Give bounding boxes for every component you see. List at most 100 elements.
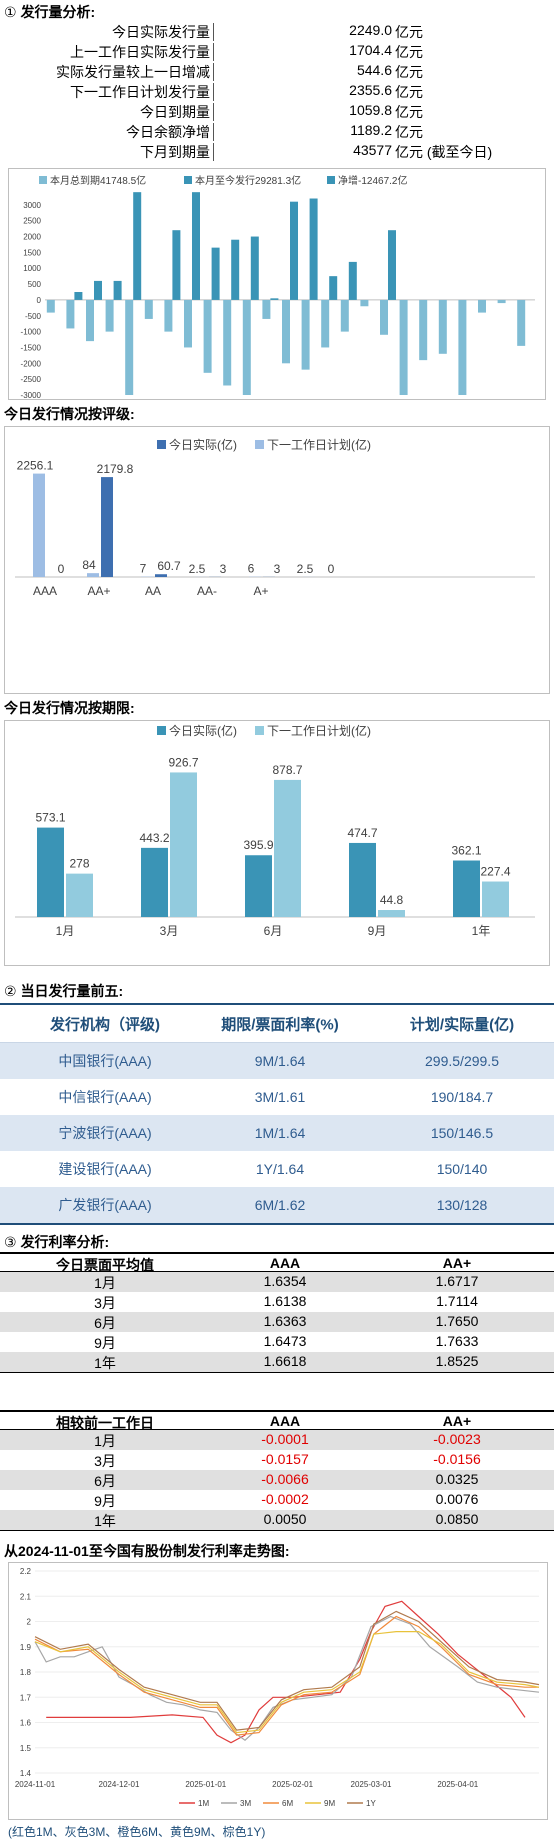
summary-row: 下月到期量 43577 亿元 (截至今日) — [0, 142, 554, 162]
plan-value-label: 7 — [140, 562, 147, 576]
maturity-bar — [340, 299, 349, 332]
term-cell: 3月 — [94, 1453, 116, 1469]
issuer-cell: 建设银行(AAA) — [58, 1161, 152, 1177]
maturity-bar — [203, 299, 212, 373]
summary-divider — [213, 83, 214, 101]
legend-swatch — [327, 176, 335, 184]
y-tick-label: 3000 — [23, 201, 41, 210]
amount-cell: 130/128 — [436, 1197, 488, 1213]
category-label: AAA — [33, 584, 57, 598]
issuance-bar — [388, 230, 396, 300]
aa-plus-change-cell: 0.0325 — [435, 1471, 479, 1487]
section3-title: ③ 发行利率分析: — [4, 1232, 109, 1252]
header-amount: 计划/实际量(亿) — [409, 1016, 515, 1033]
series-line-6m — [34, 1615, 539, 1736]
aaa-change-cell: -0.0001 — [261, 1431, 309, 1447]
maturity-bar — [380, 299, 388, 335]
actual-bar — [349, 842, 376, 917]
summary-unit: 亿元 (截至今日) — [395, 144, 493, 160]
maturity-bar — [458, 299, 467, 395]
plan-bar — [482, 881, 509, 917]
maturity-bar — [301, 299, 310, 370]
y-tick-label: 1500 — [23, 248, 41, 257]
header-aaa: AAA — [269, 1255, 301, 1271]
summary-value: 2249.0 — [349, 22, 392, 38]
summary-unit: 亿元 — [395, 44, 423, 60]
legend-swatch — [255, 726, 264, 735]
actual-value-label: 3 — [220, 562, 227, 576]
section1-title-text: 发行量分析: — [20, 4, 96, 20]
actual-value-label: 0 — [58, 562, 65, 576]
section1-title: ① 发行量分析: — [4, 2, 95, 22]
actual-bar — [453, 860, 480, 917]
maturity-bar — [262, 299, 271, 319]
aaa-cell: 1.6363 — [263, 1313, 307, 1329]
actual-bar — [245, 855, 272, 917]
plan-value-label: 84 — [82, 558, 96, 572]
header-aa-plus: AA+ — [442, 1255, 472, 1271]
summary-row: 今日实际发行量 2249.0 亿元 — [0, 22, 554, 42]
issuance-bar — [231, 239, 240, 300]
legend-swatch — [157, 440, 166, 449]
category-label: 3月 — [160, 924, 179, 938]
legend-swatch — [255, 440, 264, 449]
y-tick-label: 1.4 — [20, 1769, 32, 1778]
table-row: 1年 1.6618 1.8525 — [0, 1352, 554, 1372]
issuance-bar — [94, 280, 102, 300]
summary-unit: 亿元 — [395, 124, 423, 140]
table-row: 建设银行(AAA) 1Y/1.64 150/140 — [0, 1151, 554, 1187]
x-tick-label: 2024-12-01 — [99, 1780, 140, 1789]
y-tick-label: -2500 — [21, 375, 42, 384]
aaa-change-cell: -0.0066 — [261, 1471, 309, 1487]
plan-value-label: 878.7 — [272, 763, 302, 777]
plan-bar — [33, 473, 45, 577]
plan-value-label: 2.5 — [189, 562, 206, 576]
issuance-bar — [113, 280, 122, 300]
y-tick-label: 2500 — [23, 217, 41, 226]
table-row: 1月 -0.0001 -0.0023 — [0, 1430, 554, 1450]
maturity-bar — [282, 299, 290, 364]
table-row: 中国银行(AAA) 9M/1.64 299.5/299.5 — [0, 1043, 554, 1079]
section2-title: ② 当日发行量前五: — [4, 981, 123, 1001]
term-cell: 9月 — [94, 1493, 116, 1509]
maturity-bar — [223, 299, 232, 386]
summary-value: 544.6 — [356, 62, 392, 78]
issuer-cell: 广发银行(AAA) — [58, 1197, 152, 1213]
maturity-bar — [86, 299, 94, 342]
y-tick-label: 1.6 — [20, 1719, 32, 1728]
x-tick-label: 2025-03-01 — [351, 1780, 392, 1789]
plan-bar — [66, 873, 93, 917]
maturity-bar — [105, 299, 114, 332]
issuance-bar — [250, 236, 259, 300]
maturity-bar — [399, 299, 408, 395]
rating-section-title: 今日发行情况按评级: — [4, 406, 135, 422]
summary-label: 上一工作日实际发行量 — [70, 44, 210, 60]
summary-label: 下一工作日计划发行量 — [70, 84, 210, 100]
maturity-bar — [46, 299, 55, 313]
legend-label: 下一工作日计划(亿) — [267, 437, 371, 452]
category-label: 9月 — [368, 924, 387, 938]
rating-chart-box: 今日实际(亿) 下一工作日计划(亿) 2256.1 0 AAA 84 2179.8 AA+ 7 6… — [4, 426, 550, 694]
y-tick-label: 2000 — [23, 233, 41, 242]
monthly-chart-box: 本月总到期41748.5亿 本月至今发行29281.3亿 净增-12467.2亿 30… — [8, 168, 546, 400]
maturity-bar — [66, 299, 75, 329]
summary-value: 1189.2 — [350, 122, 392, 138]
aa-plus-change-cell: 0.0850 — [435, 1511, 479, 1527]
y-tick-label: 2 — [27, 1618, 32, 1627]
rate-change-header: 相较前一工作日 AAA AA+ — [0, 1410, 554, 1431]
rate-change-table: 相较前一工作日 AAA AA+ 1月 -0.0001 -0.0023 3月 -0.0157… — [0, 1410, 554, 1531]
category-label: 6月 — [264, 924, 283, 938]
issuer-cell: 宁波银行(AAA) — [58, 1125, 152, 1141]
summary-row: 今日余额净增 1189.2 亿元 — [0, 122, 554, 142]
issuance-bar — [270, 298, 279, 300]
term-chart-box: 今日实际(亿) 下一工作日计划(亿) 573.1 278 1月 443.2 926.7 3月 3… — [4, 720, 550, 966]
y-tick-label: 0 — [37, 296, 42, 305]
aaa-change-cell: -0.0157 — [261, 1451, 309, 1467]
section1-number: ① — [4, 5, 17, 21]
issuance-bar — [290, 201, 298, 300]
summary-row: 实际发行量较上一日增减 544.6 亿元 — [0, 62, 554, 82]
top-five-header: 发行机构（评级) 期限/票面利率(%) 计划/实际量(亿) — [0, 1003, 554, 1043]
section3-number: ③ — [4, 1235, 17, 1251]
legend-label: 净增-12467.2亿 — [338, 174, 407, 187]
